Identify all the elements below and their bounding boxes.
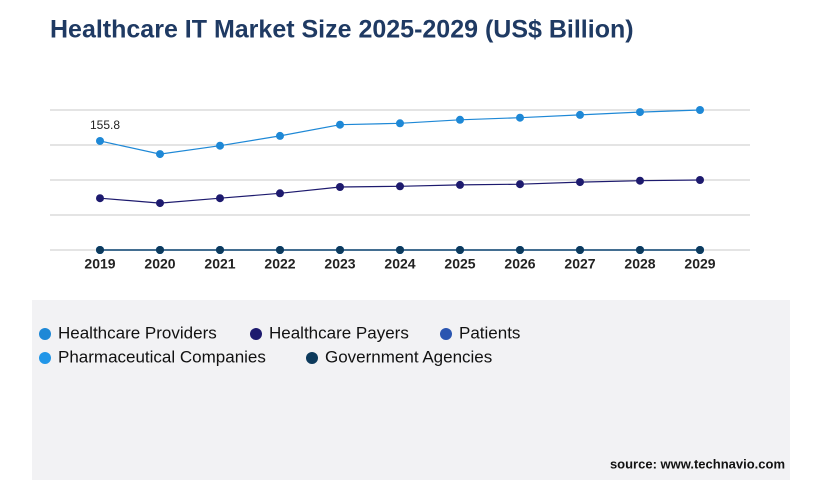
data-point: [696, 106, 704, 114]
data-label: 155.8: [90, 118, 120, 132]
data-point: [396, 119, 404, 128]
x-tick-label: 2026: [504, 256, 535, 272]
chart-title: Healthcare IT Market Size 2025-2029 (US$…: [50, 16, 634, 44]
data-point: [336, 183, 344, 191]
data-point: [396, 182, 404, 191]
data-point: [96, 194, 104, 203]
x-tick-label: 2029: [684, 256, 715, 272]
x-tick-label: 2024: [384, 256, 415, 272]
data-point: [636, 246, 644, 254]
data-point: [456, 246, 464, 254]
data-point: [516, 113, 524, 122]
data-point: [576, 246, 584, 254]
x-tick-label: 2027: [564, 256, 595, 272]
legend-marker: [250, 328, 262, 340]
legend-marker: [39, 352, 51, 364]
data-point: [276, 189, 284, 198]
data-point: [96, 246, 104, 254]
data-point: [336, 120, 344, 129]
data-point: [636, 108, 644, 117]
data-point: [156, 199, 164, 208]
legend-label: Healthcare Providers: [58, 323, 217, 342]
legend-label: Patients: [459, 323, 520, 342]
data-point: [156, 246, 164, 254]
source: source: www.technavio.com: [610, 456, 785, 471]
legend-marker: [440, 328, 452, 340]
data-point: [696, 246, 704, 254]
x-tick-label: 2028: [624, 256, 655, 272]
legend-label: Healthcare Payers: [269, 323, 409, 342]
data-point: [636, 176, 644, 185]
x-tick-label: 2020: [144, 256, 175, 272]
data-point: [516, 180, 524, 189]
x-tick-label: 2019: [84, 256, 115, 272]
data-point: [576, 110, 584, 119]
data-point: [696, 176, 704, 184]
x-tick-label: 2025: [444, 256, 475, 272]
data-point: [96, 136, 104, 145]
data-point: [456, 180, 464, 189]
data-point: [276, 246, 284, 254]
legend-panel: [32, 300, 790, 480]
data-point: [216, 141, 224, 150]
data-point: [456, 115, 464, 124]
data-point: [276, 131, 284, 140]
legend-label: Pharmaceutical Companies: [58, 347, 266, 366]
legend-label: Government Agencies: [325, 347, 492, 366]
data-point: [516, 246, 524, 254]
legend-marker: [39, 328, 51, 340]
x-tick-label: 2021: [204, 256, 235, 272]
legend-marker: [306, 352, 318, 364]
data-point: [576, 178, 584, 187]
x-tick-label: 2023: [324, 256, 355, 272]
data-point: [216, 246, 224, 254]
data-point: [156, 150, 164, 159]
data-point: [216, 194, 224, 203]
x-tick-label: 2022: [264, 256, 295, 272]
data-point: [396, 246, 404, 254]
data-point: [336, 246, 344, 254]
